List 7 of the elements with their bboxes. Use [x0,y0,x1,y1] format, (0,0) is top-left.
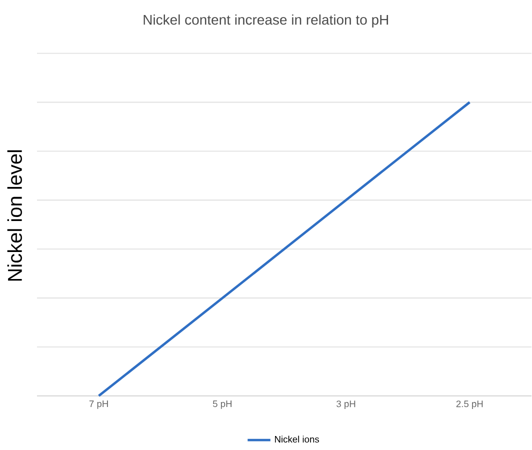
x-tick-label: 2.5 pH [456,400,483,410]
y-axis-title: Nickel ion level [7,150,22,281]
x-tick-label: 3 pH [336,400,356,410]
x-tick-label: 7 pH [89,400,108,410]
x-tick-label: 5 pH [212,400,232,410]
legend-label: Nickel ions [275,436,320,443]
chart-title: Nickel content increase in relation to pH [144,14,388,28]
